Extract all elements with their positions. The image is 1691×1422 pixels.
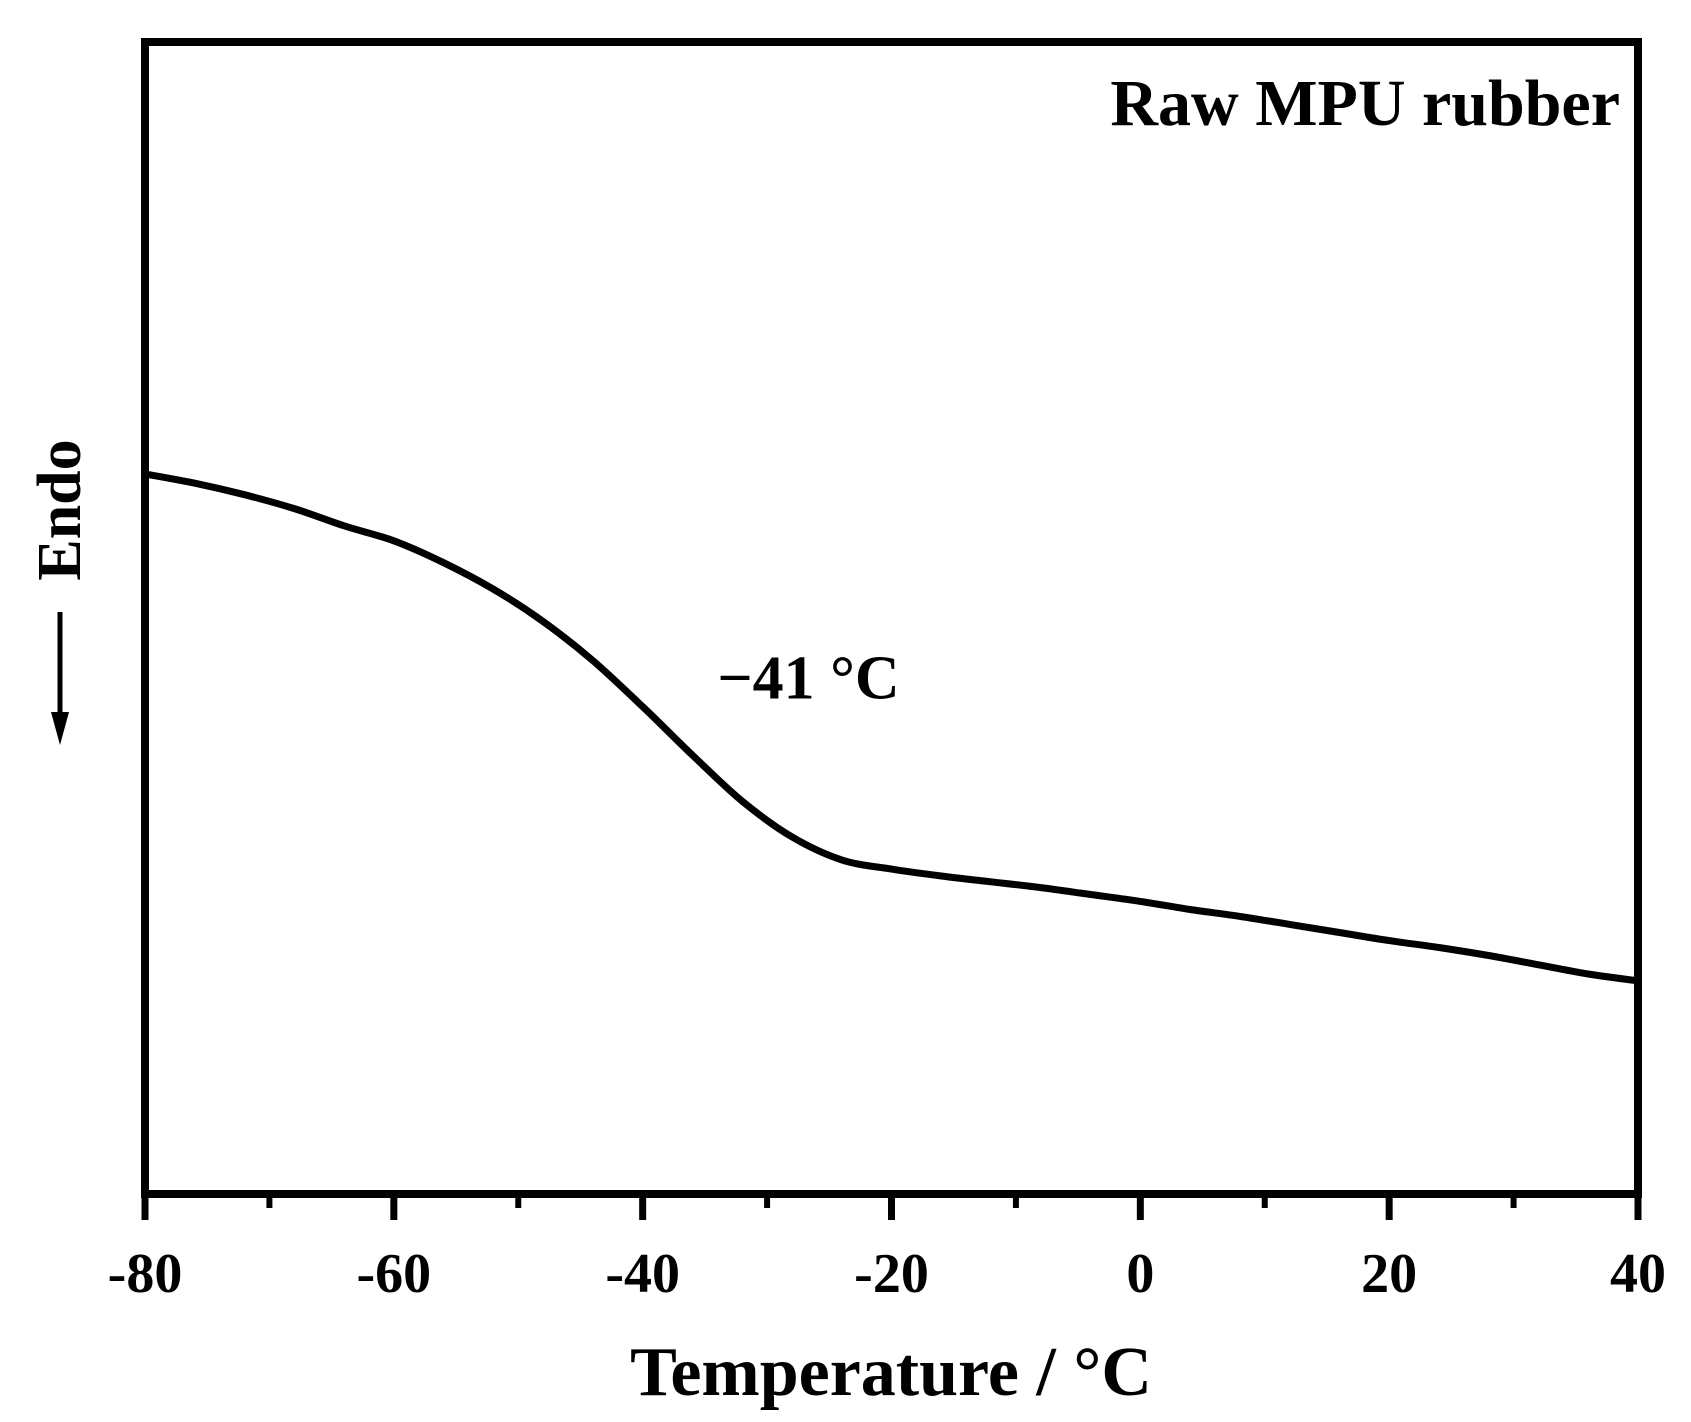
x-tick-label: 0 [1126, 1243, 1154, 1305]
x-tick-label: -40 [605, 1243, 680, 1305]
y-axis-label: Endo [26, 439, 94, 580]
plot-frame [141, 38, 1642, 1198]
x-tick-label: -20 [854, 1243, 929, 1305]
y-axis-label-group: Endo [26, 439, 94, 745]
x-tick-label: 40 [1610, 1243, 1666, 1305]
data-series-line [141, 470, 1642, 985]
x-tick-labels: -80 -60 -40 -20 0 20 40 [108, 1243, 1666, 1305]
glass-transition-annotation: −41 °C [717, 645, 899, 713]
x-ticks [141, 1194, 1642, 1220]
x-tick-label: -80 [108, 1243, 183, 1305]
x-tick-label: 20 [1361, 1243, 1417, 1305]
x-tick-label: -60 [357, 1243, 432, 1305]
endo-arrow-down-icon [51, 712, 69, 745]
chart-title: Raw MPU rubber [1110, 67, 1620, 140]
x-axis-label: Temperature / °C [630, 1334, 1152, 1411]
